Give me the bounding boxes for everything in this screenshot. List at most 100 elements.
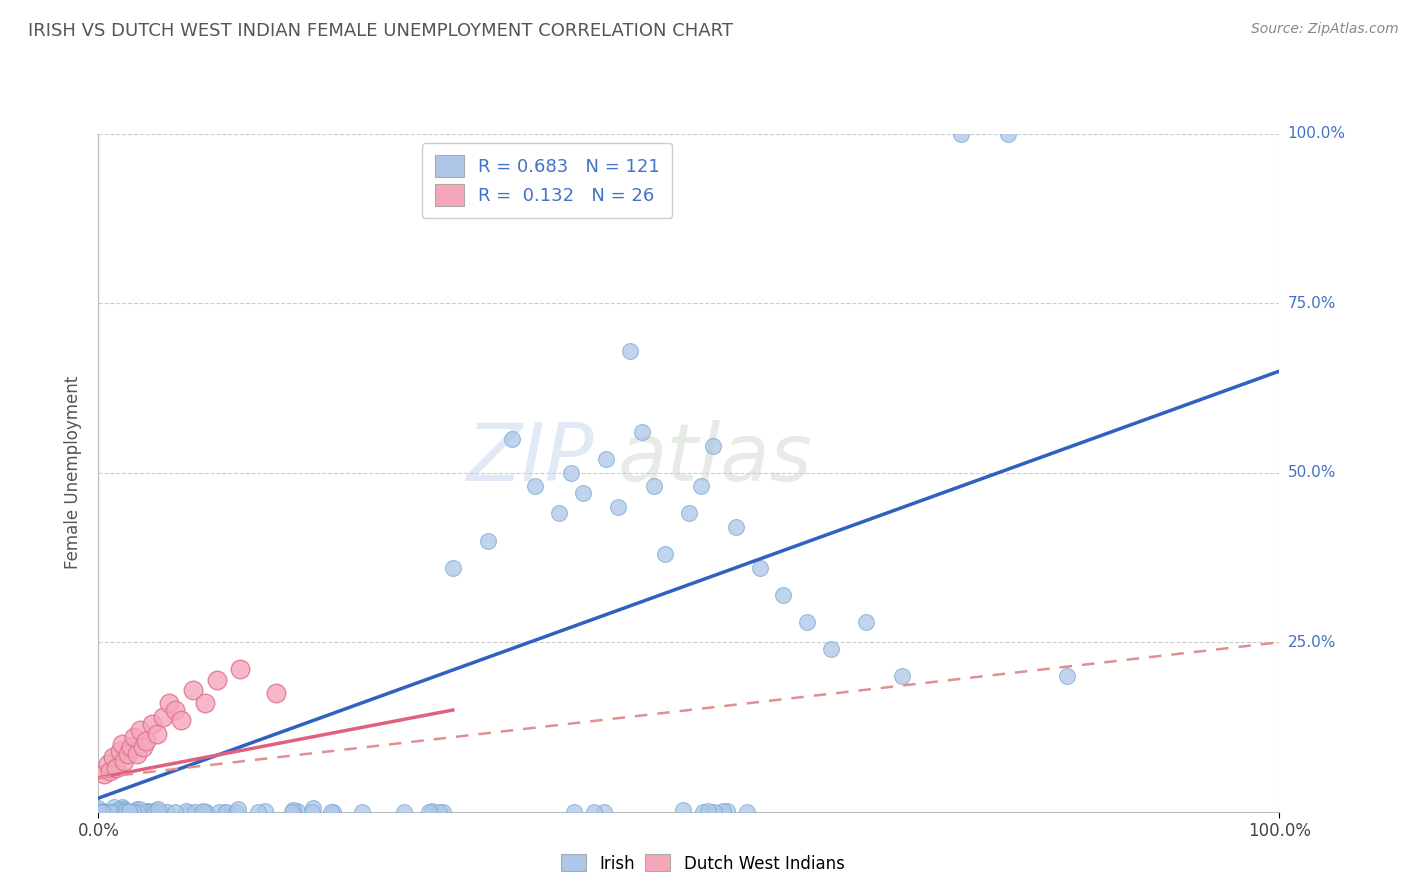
Point	[281, 805, 304, 819]
Point	[87, 805, 110, 819]
Point	[89, 805, 111, 819]
Point	[432, 805, 454, 819]
Point	[501, 432, 523, 446]
Point	[87, 805, 110, 819]
Point	[246, 805, 269, 819]
Point	[98, 764, 121, 778]
Point	[111, 800, 134, 814]
Point	[184, 805, 207, 819]
Text: IRISH VS DUTCH WEST INDIAN FEMALE UNEMPLOYMENT CORRELATION CHART: IRISH VS DUTCH WEST INDIAN FEMALE UNEMPL…	[28, 22, 733, 40]
Point	[103, 805, 125, 819]
Point	[105, 805, 128, 819]
Point	[392, 805, 415, 819]
Point	[115, 805, 138, 819]
Point	[87, 801, 110, 815]
Point	[583, 805, 606, 819]
Point	[441, 560, 464, 574]
Point	[87, 805, 110, 819]
Point	[135, 733, 157, 747]
Point	[87, 805, 110, 819]
Point	[703, 805, 725, 819]
Text: 75.0%: 75.0%	[1288, 296, 1336, 310]
Point	[205, 673, 228, 687]
Point	[138, 805, 160, 819]
Point	[118, 805, 141, 819]
Point	[121, 740, 143, 755]
Text: 50.0%: 50.0%	[1288, 466, 1336, 480]
Point	[748, 560, 770, 574]
Point	[103, 805, 125, 819]
Point	[128, 802, 150, 816]
Point	[111, 802, 134, 816]
Point	[136, 804, 159, 818]
Point	[165, 805, 187, 819]
Point	[87, 805, 110, 819]
Point	[90, 804, 112, 818]
Legend: R = 0.683   N = 121, R =  0.132   N = 26: R = 0.683 N = 121, R = 0.132 N = 26	[422, 143, 672, 219]
Point	[592, 805, 614, 819]
Point	[264, 686, 287, 700]
Point	[643, 479, 665, 493]
Point	[165, 703, 187, 717]
Point	[131, 805, 153, 819]
Point	[321, 805, 343, 819]
Point	[524, 479, 547, 493]
Point	[87, 805, 110, 819]
Point	[115, 804, 138, 818]
Point	[820, 642, 842, 657]
Point	[692, 805, 714, 819]
Point	[143, 805, 166, 819]
Point	[101, 750, 124, 764]
Point	[619, 343, 641, 358]
Text: 100.0%: 100.0%	[1288, 127, 1346, 141]
Point	[225, 805, 247, 819]
Point	[194, 696, 217, 710]
Point	[148, 805, 170, 819]
Point	[110, 805, 132, 819]
Point	[194, 805, 217, 819]
Point	[91, 805, 114, 819]
Point	[93, 805, 115, 819]
Point	[111, 737, 134, 751]
Legend: Irish, Dutch West Indians: Irish, Dutch West Indians	[555, 847, 851, 880]
Text: Source: ZipAtlas.com: Source: ZipAtlas.com	[1251, 22, 1399, 37]
Point	[711, 804, 734, 818]
Point	[654, 547, 676, 561]
Point	[141, 716, 163, 731]
Point	[94, 805, 117, 819]
Point	[105, 761, 128, 775]
Point	[678, 507, 700, 521]
Point	[672, 803, 695, 817]
Point	[285, 805, 308, 819]
Point	[181, 682, 204, 697]
Point	[112, 804, 135, 818]
Point	[145, 803, 167, 817]
Point	[127, 805, 149, 819]
Point	[96, 805, 118, 819]
Point	[100, 805, 122, 819]
Point	[112, 754, 135, 768]
Point	[122, 805, 145, 819]
Point	[138, 805, 160, 819]
Point	[105, 804, 128, 818]
Point	[90, 805, 112, 819]
Point	[281, 803, 304, 817]
Point	[350, 805, 373, 819]
Point	[301, 801, 323, 815]
Point	[152, 710, 174, 724]
Point	[322, 805, 344, 819]
Point	[98, 805, 121, 819]
Point	[254, 804, 277, 818]
Point	[103, 800, 125, 814]
Point	[191, 805, 214, 819]
Point	[157, 696, 180, 710]
Point	[101, 805, 124, 819]
Point	[91, 805, 114, 819]
Point	[117, 805, 139, 819]
Point	[702, 439, 724, 453]
Point	[132, 740, 155, 755]
Point	[118, 805, 141, 819]
Point	[229, 662, 252, 676]
Point	[207, 805, 229, 819]
Point	[772, 588, 794, 602]
